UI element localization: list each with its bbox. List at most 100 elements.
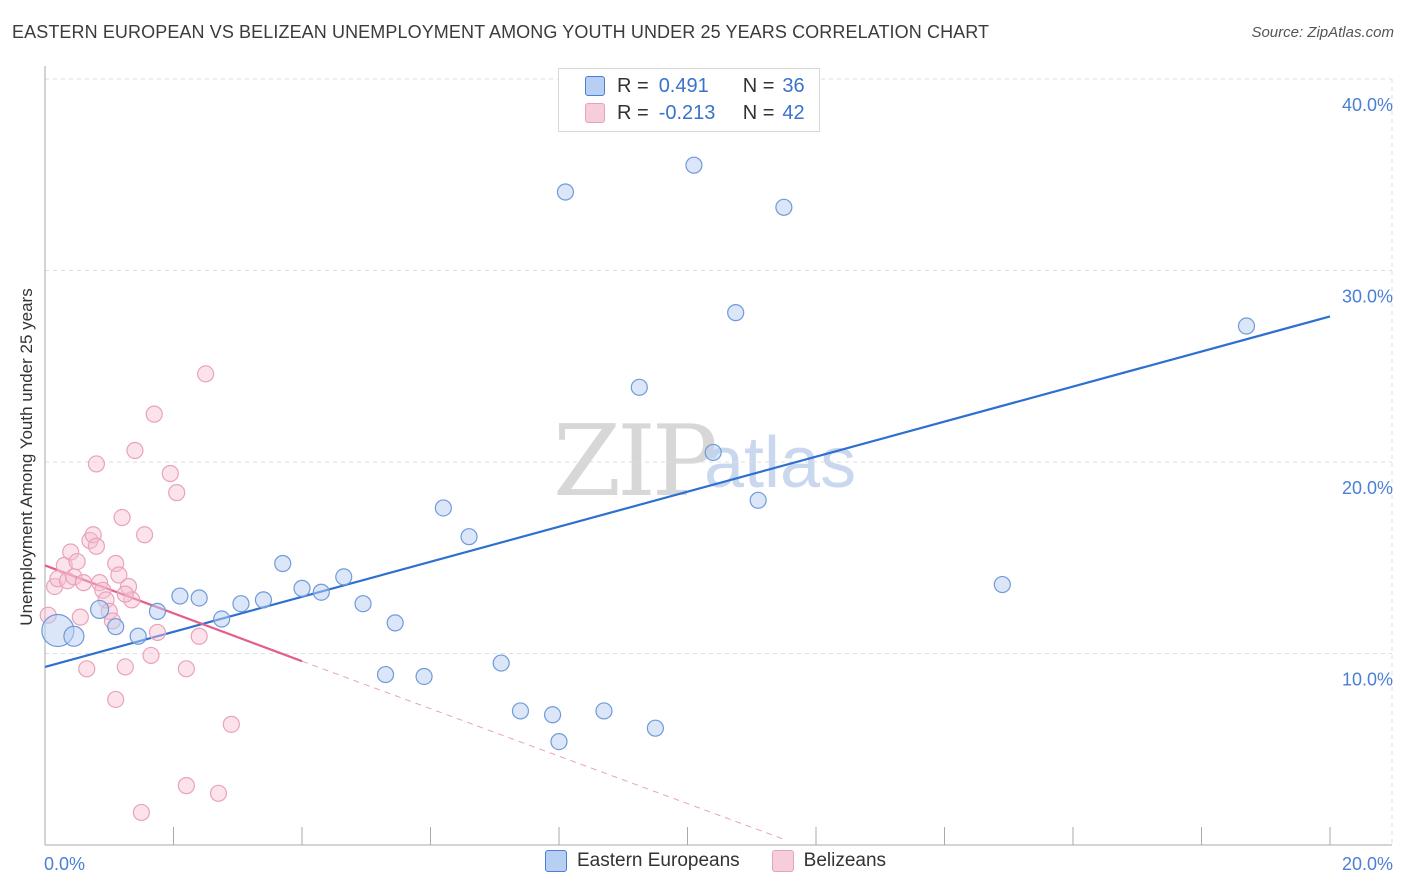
y-tick-label: 40.0%: [1342, 95, 1393, 115]
blue-swatch: [585, 76, 605, 96]
belizean-point: [177, 660, 195, 678]
belizean-point: [116, 585, 134, 603]
eastern-european-point: [704, 443, 722, 462]
eastern-european-point: [312, 583, 330, 601]
pink-swatch: [585, 103, 605, 123]
belizean-point: [222, 715, 240, 733]
belizean-point: [126, 441, 144, 460]
x-tick-label: 0.0%: [44, 854, 85, 874]
legend-row-belizean: R = -0.213 N = 42: [559, 100, 805, 126]
eastern-european-point: [727, 304, 745, 322]
eastern-europeans-trend-line: [44, 315, 1331, 668]
r-label: R =: [617, 74, 649, 97]
eastern-european-point: [90, 599, 110, 620]
eastern-european-point: [129, 627, 147, 645]
legend-item-belizeans[interactable]: Belizeans: [771, 850, 887, 872]
eastern-european-point: [993, 575, 1011, 594]
belizean-point: [132, 803, 150, 822]
eastern-european-point: [213, 610, 231, 628]
eastern-european-point: [171, 587, 189, 605]
belizean-point: [135, 526, 154, 544]
eastern-european-point: [335, 568, 353, 586]
eastern-european-point: [460, 528, 478, 546]
belizean-point: [62, 543, 80, 561]
eastern-european-point: [492, 654, 510, 672]
axes: [44, 66, 1392, 846]
eastern-european-point: [749, 491, 767, 509]
belizean-point: [123, 591, 141, 609]
belizean-point: [142, 646, 160, 665]
y-tick-label: 20.0%: [1342, 478, 1393, 498]
eastern-european-point: [646, 719, 664, 737]
belizean-point: [71, 608, 89, 626]
belizean-points: [39, 365, 240, 822]
belizean-point: [110, 566, 128, 584]
eastern-european-point: [595, 702, 613, 720]
n-value: 42: [782, 101, 805, 124]
eastern-european-point: [148, 602, 167, 620]
eastern-european-point: [775, 198, 793, 216]
trend-lines: [44, 315, 1331, 840]
belizean-point: [197, 365, 215, 383]
eastern-european-point: [434, 499, 452, 517]
eastern-european-point: [386, 614, 404, 632]
belizean-point: [209, 784, 228, 802]
legend-label: Eastern Europeans: [577, 850, 740, 871]
n-label: N =: [742, 74, 775, 97]
n-label: N =: [742, 101, 775, 124]
n-value: 36: [782, 74, 805, 97]
r-value: 0.491: [658, 74, 709, 97]
y-axis-title: Unemployment Among Youth under 25 years: [17, 288, 36, 625]
legend-row-eastern: R = 0.491 N = 36: [559, 73, 805, 99]
r-label: R =: [617, 101, 649, 124]
eastern-european-point: [543, 706, 562, 724]
belizeans-trend-extension: [301, 660, 785, 840]
series-legend: Eastern Europeans Belizeans: [545, 850, 918, 872]
grid-lines: [45, 78, 1393, 845]
belizean-point: [107, 690, 125, 709]
eastern-european-point: [550, 732, 568, 751]
eastern-european-point: [354, 595, 372, 613]
eastern-european-point: [254, 591, 273, 609]
eastern-european-point: [630, 378, 648, 396]
eastern-european-point: [190, 589, 208, 607]
eastern-european-point: [415, 667, 433, 686]
eastern-european-point: [511, 702, 530, 720]
belizean-point: [148, 623, 167, 642]
belizean-point: [87, 455, 106, 473]
belizean-point: [161, 464, 179, 483]
source-label: Source: ZipAtlas.com: [1251, 24, 1394, 41]
correlation-legend: R = 0.491 N = 36 R = -0.213 N = 42: [558, 68, 820, 132]
belizean-point: [78, 660, 96, 678]
legend-item-eastern-europeans[interactable]: Eastern Europeans: [545, 850, 740, 872]
belizean-point: [177, 777, 195, 795]
eastern-european-point: [232, 595, 250, 613]
belizean-point: [116, 658, 134, 676]
belizean-point: [113, 508, 131, 527]
eastern-european-point: [107, 618, 125, 636]
chart-title: EASTERN EUROPEAN VS BELIZEAN UNEMPLOYMEN…: [12, 22, 990, 42]
y-tick-label: 30.0%: [1342, 287, 1393, 307]
belizean-point: [87, 537, 106, 555]
legend-label: Belizeans: [803, 850, 887, 871]
blue-swatch: [545, 850, 567, 872]
axis-labels: 10.0% 20.0% 30.0% 40.0% 0.0% 20.0% Unemploymen…: [17, 95, 1393, 874]
belizean-point: [74, 574, 93, 592]
belizean-point: [68, 552, 86, 571]
eastern-european-point: [1237, 317, 1256, 335]
belizean-point: [190, 627, 208, 645]
belizean-point: [94, 581, 112, 599]
belizeans-trend-line: [44, 564, 303, 663]
eastern-european-point: [376, 665, 395, 684]
watermark-atlas: atlas: [704, 423, 857, 503]
eastern-european-point: [293, 579, 311, 597]
belizean-point: [168, 484, 186, 502]
eastern-european-point: [685, 156, 703, 174]
x-tick-label: 20.0%: [1342, 854, 1393, 874]
eastern-european-point: [556, 183, 575, 201]
y-tick-label: 10.0%: [1342, 670, 1393, 690]
eastern-european-point: [274, 554, 292, 573]
r-value: -0.213: [658, 101, 716, 124]
watermark-zip: ZIP: [553, 405, 718, 519]
